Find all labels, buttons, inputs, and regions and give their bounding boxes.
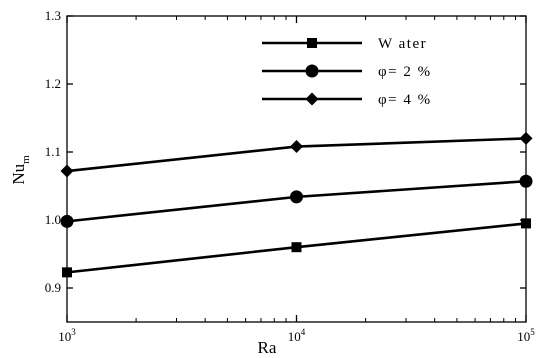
x-tick-label: 104 [288,327,306,344]
data-point-diamond [290,140,303,154]
x-tick-label-base: 10 [517,329,530,344]
y-axis-label-main: Nu [9,163,28,184]
y-tick-label: 1.1 [45,144,61,159]
legend: W ater φ= 2 % φ= 4 % [262,36,432,108]
y-tick-label: 1.0 [45,212,61,227]
data-point-circle [60,214,74,228]
legend-label: φ= 2 % [378,64,432,80]
x-tick-label-base: 10 [288,329,301,344]
x-axis-label: Ra [258,338,277,357]
data-point-diamond [519,131,533,145]
data-point-square [62,267,72,278]
y-tick-label: 0.9 [45,280,61,295]
x-tick-label-base: 10 [58,329,71,344]
series-layer [60,131,533,278]
x-tick-label: 105 [517,327,535,344]
legend-label: φ= 4 % [378,92,432,108]
x-tick-label-exponent: 4 [301,327,306,337]
data-point-diamond [60,164,74,178]
data-point-circle [290,190,303,204]
data-point-square [521,218,531,229]
y-tick-label: 1.3 [45,8,61,23]
y-axis-ticks: 0.9 1.0 1.1 1.2 1.3 [45,8,526,295]
x-axis-ticks: 103 104 105 [58,16,535,344]
x-tick-label: 103 [58,327,76,344]
x-tick-label-exponent: 5 [530,327,535,337]
legend-label: W ater [378,36,427,52]
legend-marker-diamond [305,92,319,106]
plot-frame [66,15,527,323]
y-axis-label-subscript: m [20,155,32,164]
data-point-square [291,242,302,253]
legend-marker-circle [305,64,319,78]
y-tick-label: 1.2 [45,76,61,91]
x-tick-label-exponent: 3 [71,327,76,337]
y-axis-label: Num [9,155,32,185]
data-point-circle [519,174,533,188]
legend-marker-square [307,38,317,48]
